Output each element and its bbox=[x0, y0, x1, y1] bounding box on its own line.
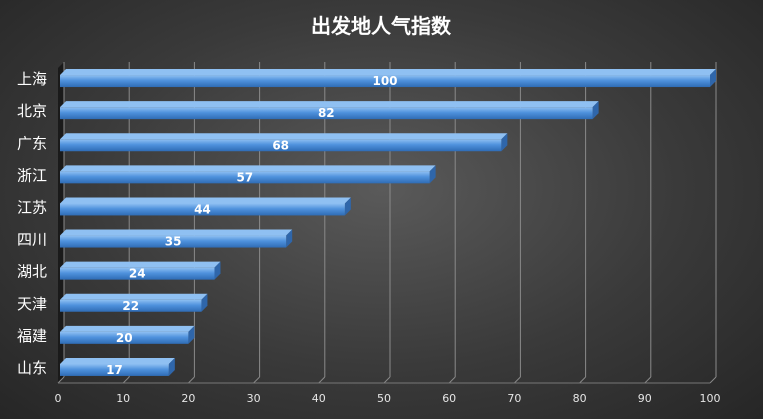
bars: 100 82 68 57 44 35 24 22 20 17 bbox=[60, 69, 716, 377]
bar bbox=[60, 267, 215, 280]
bar-side bbox=[168, 357, 175, 376]
bar-group: 100 bbox=[60, 69, 716, 88]
gridline-floor bbox=[253, 376, 260, 384]
x-tick-label: 70 bbox=[507, 392, 521, 405]
gridline-floor bbox=[57, 376, 65, 384]
gridline-floor bbox=[188, 376, 195, 384]
bar-side bbox=[214, 261, 221, 280]
bar-top bbox=[60, 229, 293, 236]
bar bbox=[60, 75, 710, 88]
gridline-floor bbox=[448, 376, 456, 384]
gridline-floor bbox=[122, 376, 130, 384]
gridline-floor bbox=[318, 376, 326, 384]
bar bbox=[60, 331, 189, 344]
bar-side bbox=[201, 293, 208, 312]
x-axis: 0 10 20 30 40 50 60 70 80 90 100 bbox=[55, 392, 721, 405]
x-tick-label: 40 bbox=[312, 392, 326, 405]
x-tick-label: 0 bbox=[55, 392, 62, 405]
x-tick-label: 60 bbox=[442, 392, 456, 405]
category-label: 北京 bbox=[17, 102, 47, 120]
data-label: 24 bbox=[129, 267, 146, 281]
data-label: 17 bbox=[106, 363, 123, 377]
bar-side bbox=[344, 197, 351, 216]
bar-side bbox=[188, 325, 195, 344]
bar-top bbox=[60, 293, 208, 300]
data-label: 20 bbox=[116, 331, 133, 345]
bar-top bbox=[60, 357, 175, 364]
category-label: 天津 bbox=[17, 295, 47, 313]
bar-side bbox=[592, 101, 599, 120]
bar-group: 57 bbox=[60, 165, 436, 184]
bar-top bbox=[60, 261, 221, 268]
data-label: 22 bbox=[122, 299, 139, 313]
data-label: 100 bbox=[372, 74, 397, 88]
category-label: 湖北 bbox=[17, 263, 47, 281]
bar-group: 44 bbox=[60, 197, 351, 216]
bar-group: 35 bbox=[60, 229, 293, 249]
x-tick-label: 10 bbox=[116, 392, 130, 405]
bar bbox=[60, 139, 502, 152]
data-label: 44 bbox=[194, 202, 211, 216]
bar bbox=[60, 203, 345, 216]
bar-top bbox=[60, 165, 436, 172]
bar-top bbox=[60, 101, 599, 108]
bar bbox=[60, 363, 169, 376]
category-label: 四川 bbox=[17, 231, 47, 249]
gridline-floor bbox=[644, 376, 652, 384]
bar bbox=[60, 171, 430, 184]
x-tick-label: 20 bbox=[181, 392, 195, 405]
bar-top bbox=[60, 133, 508, 140]
bar-group: 24 bbox=[60, 261, 221, 281]
bar-top bbox=[60, 325, 195, 332]
data-label: 68 bbox=[272, 138, 289, 152]
bar-group: 20 bbox=[60, 325, 195, 345]
data-label: 57 bbox=[236, 170, 253, 184]
bar-group: 17 bbox=[60, 357, 175, 377]
category-label: 广东 bbox=[17, 134, 47, 152]
data-label: 35 bbox=[165, 235, 182, 249]
category-label: 山东 bbox=[17, 359, 47, 377]
category-label: 福建 bbox=[17, 327, 47, 345]
bar-side bbox=[710, 69, 716, 88]
bar-group: 22 bbox=[60, 293, 208, 313]
bar-top bbox=[60, 69, 716, 76]
bar bbox=[60, 107, 593, 120]
bar bbox=[60, 235, 287, 248]
bar-group: 68 bbox=[60, 133, 508, 152]
gridline-floor bbox=[579, 376, 586, 384]
bar-side bbox=[501, 133, 508, 152]
gridline-floor bbox=[383, 376, 391, 384]
category-label: 上海 bbox=[17, 70, 47, 88]
gridline-floor bbox=[709, 376, 717, 384]
x-tick-label: 90 bbox=[638, 392, 652, 405]
data-label: 82 bbox=[318, 106, 335, 120]
chart-title: 出发地人气指数 bbox=[311, 14, 452, 38]
x-tick-label: 80 bbox=[573, 392, 587, 405]
bar bbox=[60, 299, 202, 312]
bar-side bbox=[286, 229, 293, 248]
x-tick-label: 100 bbox=[700, 392, 721, 405]
category-label: 江苏 bbox=[17, 198, 47, 216]
x-tick-label: 50 bbox=[377, 392, 391, 405]
bar-group: 82 bbox=[60, 101, 599, 120]
bar-side bbox=[429, 165, 436, 184]
x-tick-label: 30 bbox=[247, 392, 261, 405]
gridline-floor bbox=[514, 376, 521, 384]
bar-top bbox=[60, 197, 351, 204]
category-label: 浙江 bbox=[17, 166, 47, 184]
